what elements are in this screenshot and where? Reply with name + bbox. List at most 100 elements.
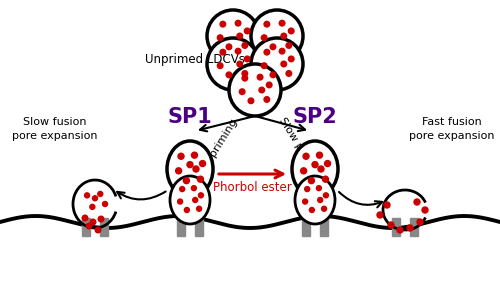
FancyBboxPatch shape [410,218,418,236]
Text: Fast fusion
pore expansion: Fast fusion pore expansion [409,117,495,141]
Circle shape [226,72,232,78]
Circle shape [244,56,250,62]
Text: Fast priming: Fast priming [194,117,240,181]
Text: SP2: SP2 [292,107,338,127]
Circle shape [316,186,322,191]
Text: Phorbol ester: Phorbol ester [213,181,292,194]
Circle shape [288,56,294,62]
FancyBboxPatch shape [177,218,185,236]
FancyBboxPatch shape [100,218,108,236]
Circle shape [200,160,205,166]
FancyBboxPatch shape [320,218,328,236]
Circle shape [220,49,226,55]
Circle shape [226,44,232,50]
Circle shape [259,87,264,93]
FancyBboxPatch shape [195,218,203,236]
Circle shape [95,227,101,233]
Circle shape [324,160,330,166]
Circle shape [262,63,267,68]
Circle shape [264,97,270,102]
Circle shape [300,168,306,174]
Text: Unprimed LDCVs: Unprimed LDCVs [145,53,245,66]
Circle shape [264,49,270,55]
Circle shape [86,223,92,229]
Circle shape [98,216,104,222]
Ellipse shape [170,176,210,224]
Circle shape [288,28,294,34]
Circle shape [384,202,390,208]
Circle shape [417,219,423,225]
Circle shape [90,219,96,225]
Circle shape [82,215,88,221]
Circle shape [187,162,193,168]
Ellipse shape [167,141,213,197]
Circle shape [303,153,309,159]
Text: Slow fusion
pore expansion: Slow fusion pore expansion [12,117,98,141]
Circle shape [240,89,245,95]
Circle shape [236,48,241,54]
Ellipse shape [251,38,303,90]
Circle shape [196,206,202,211]
Circle shape [242,43,248,48]
Circle shape [176,168,182,174]
Circle shape [180,187,184,192]
Circle shape [192,197,198,202]
Circle shape [98,191,103,197]
Circle shape [178,199,182,204]
Circle shape [316,152,322,158]
Circle shape [84,193,89,198]
FancyBboxPatch shape [392,218,400,236]
Circle shape [242,75,248,81]
Circle shape [218,63,223,68]
Circle shape [310,208,314,212]
Circle shape [248,98,254,104]
Circle shape [90,204,95,209]
FancyBboxPatch shape [82,218,90,236]
Circle shape [220,21,226,27]
Ellipse shape [207,10,259,62]
Circle shape [237,61,242,67]
Circle shape [262,35,267,41]
Circle shape [244,28,250,34]
Text: Slow priming: Slow priming [276,116,324,182]
Circle shape [318,197,322,202]
Ellipse shape [292,141,338,197]
Ellipse shape [251,10,303,62]
Circle shape [318,166,324,172]
FancyBboxPatch shape [302,218,310,236]
Circle shape [312,162,318,168]
Circle shape [192,186,196,191]
Circle shape [270,44,276,50]
Circle shape [308,178,314,184]
Circle shape [407,225,413,231]
Circle shape [92,196,98,201]
Circle shape [388,222,394,228]
Circle shape [258,74,263,80]
Circle shape [192,152,198,158]
Circle shape [193,166,199,172]
Circle shape [322,206,326,211]
Circle shape [184,178,190,184]
Circle shape [184,208,190,212]
Circle shape [102,202,108,206]
Circle shape [286,43,292,48]
Circle shape [286,71,292,76]
Circle shape [270,72,276,78]
Circle shape [304,187,310,192]
Circle shape [236,20,241,26]
Circle shape [414,199,420,205]
Circle shape [422,207,428,213]
Circle shape [178,153,184,159]
Circle shape [198,193,203,198]
Circle shape [397,227,403,233]
Circle shape [264,21,270,27]
Circle shape [377,212,383,218]
Text: SP1: SP1 [168,107,212,127]
Circle shape [218,35,223,41]
Circle shape [280,48,285,54]
Ellipse shape [229,64,281,116]
Circle shape [237,33,242,39]
Ellipse shape [295,176,335,224]
Ellipse shape [207,38,259,90]
Circle shape [322,176,328,182]
